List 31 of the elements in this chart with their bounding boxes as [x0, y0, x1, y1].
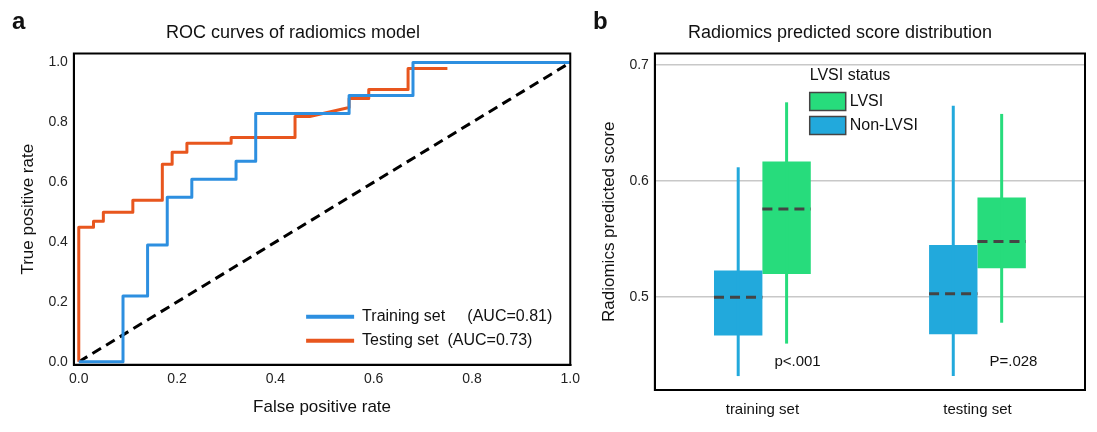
chart-title: Radiomics predicted score distribution [687, 21, 993, 42]
x-tick-label: 1.0 [560, 370, 581, 387]
x-tick-label: 0.4 [265, 370, 286, 387]
x-tick-label: 0.0 [69, 370, 89, 387]
legend-label: Non-LVSI [849, 116, 918, 134]
legend-label: LVSI [849, 92, 884, 110]
y-tick-label: 0.4 [48, 232, 69, 249]
y-axis-title: True positive rate [17, 143, 37, 275]
x-tick-label: testing set [943, 400, 1013, 418]
y-tick-label: 1.0 [48, 53, 69, 70]
x-tick-label: 0.8 [462, 370, 482, 387]
legend-label: Testing set (AUC=0.73) [362, 331, 533, 349]
chart-title: ROC curves of radiomics model [165, 21, 421, 42]
y-tick-label: 0.6 [629, 172, 650, 189]
y-tick-label: 0.7 [629, 56, 650, 73]
y-tick-label: 0.2 [48, 292, 69, 309]
y-tick-label: 0.5 [629, 288, 650, 305]
annotation: P=.028 [989, 352, 1038, 370]
y-tick-label: 0.0 [48, 352, 69, 369]
y-tick-label: 0.8 [48, 113, 69, 130]
x-axis-title: False positive rate [253, 397, 392, 417]
x-tick-label: 0.6 [363, 370, 384, 387]
x-tick-label: 0.2 [167, 370, 188, 387]
x-tick-label: training set [725, 400, 800, 418]
annotation: p<.001 [774, 352, 821, 370]
y-tick-label: 0.6 [48, 173, 69, 190]
legend-label: Training set (AUC=0.81) [362, 307, 553, 325]
legend-title: LVSI status [809, 66, 891, 84]
text: b [593, 6, 608, 34]
text: a [12, 6, 26, 34]
y-axis-title: Radiomics predicted score [598, 121, 618, 322]
